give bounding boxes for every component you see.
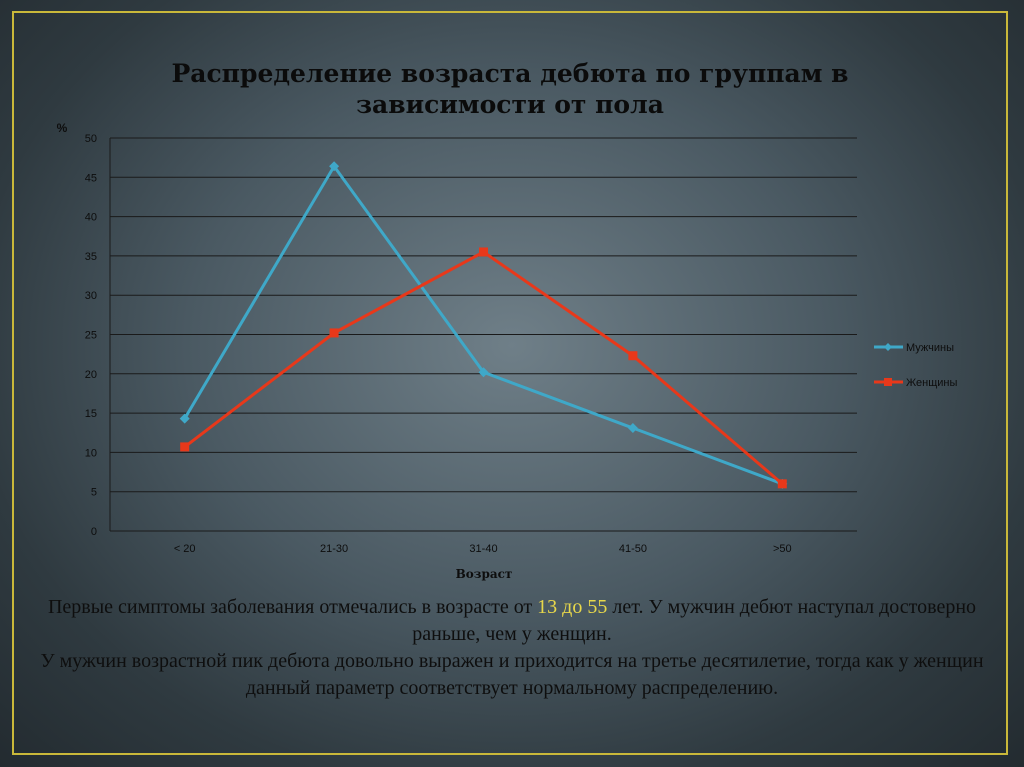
x-tick-label: >50: [773, 543, 792, 555]
data-point: [329, 328, 339, 338]
age-range-highlight: 13 до 55: [537, 596, 608, 618]
x-tick-label: 41-50: [619, 543, 647, 555]
chart-title: Распределение возраста дебюта по группам…: [171, 59, 849, 119]
x-tick-label: 21-30: [320, 543, 348, 555]
legend-marker: [884, 378, 892, 386]
x-axis-label: Возраст: [456, 567, 513, 581]
y-tick-label: 0: [91, 526, 97, 538]
y-axis-label: %: [57, 121, 68, 135]
line-chart: 0 5 10 15 20 25 30 35 40 45 50 < 20 21-30 31-40 41-50 >…: [57, 121, 958, 581]
paragraph-1-before: Первые симптомы заболевания отмечались в…: [47, 596, 538, 618]
slide-text: Первые симптомы заболевания отмечались в…: [40, 594, 984, 702]
series-line: [183, 163, 783, 486]
paragraph-1: Первые симптомы заболевания отмечались в…: [40, 594, 984, 648]
y-tick-label: 30: [85, 290, 97, 302]
y-tick-label: 5: [91, 487, 97, 499]
legend-label: Женщины: [906, 377, 957, 389]
legend-marker: [884, 343, 892, 351]
data-point: [628, 351, 638, 361]
x-tick-label: 31-40: [469, 543, 497, 555]
legend-label: Мужчины: [906, 342, 954, 354]
data-point: [478, 367, 489, 378]
y-tick-label: 15: [85, 408, 97, 420]
paragraph-2: У мужчин возрастной пик дебюта довольно …: [40, 650, 984, 699]
y-tick-label: 20: [85, 369, 97, 381]
y-tick-label: 40: [85, 212, 97, 224]
y-tick-label: 25: [85, 330, 97, 342]
y-tick-label: 45: [85, 172, 97, 184]
y-tick-label: 50: [85, 133, 97, 145]
data-point: [479, 247, 488, 257]
data-point: [777, 479, 787, 489]
y-tick-label: 35: [85, 251, 97, 263]
paragraph-1-after: лет. У мужчин дебют наступал достоверно …: [412, 596, 977, 645]
data-point: [180, 442, 190, 452]
y-tick-label: 10: [85, 447, 97, 459]
data-point: [179, 413, 190, 424]
x-tick-label: < 20: [174, 543, 196, 555]
data-point: [627, 423, 638, 434]
data-point: [329, 161, 340, 172]
